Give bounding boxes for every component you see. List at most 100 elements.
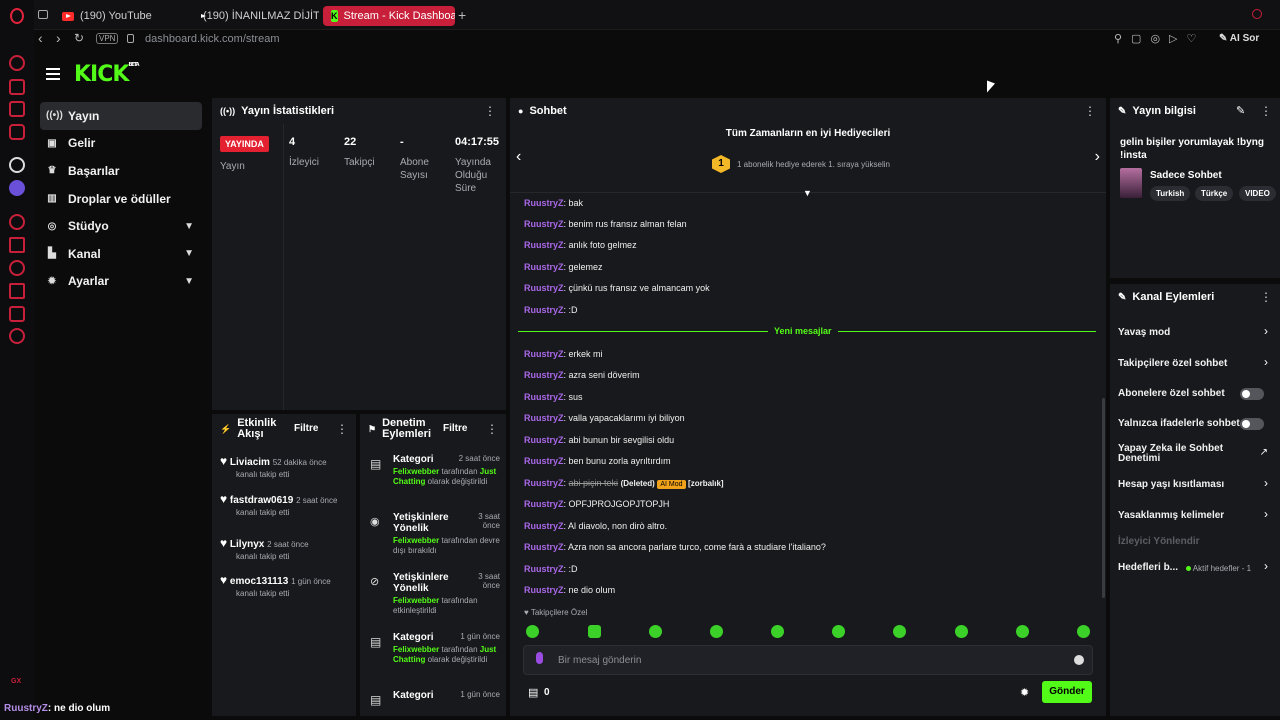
search-icon[interactable] <box>1252 9 1262 19</box>
more-options-icon[interactable]: ⋮ <box>1260 290 1272 304</box>
toolbar-icons[interactable]: ⚲▢◎▷♡ <box>1114 33 1206 45</box>
more-options-icon[interactable]: ⋮ <box>336 422 348 436</box>
chat-username[interactable]: RuustryZ <box>524 349 564 359</box>
microphone-icon[interactable] <box>536 652 543 664</box>
tab-youtube[interactable]: (190) YouTube <box>54 6 188 26</box>
workspace-icon[interactable] <box>38 10 48 19</box>
account-age-row[interactable]: Hesap yaşı kısıtlaması <box>1118 479 1224 490</box>
back-icon[interactable]: ‹ <box>38 30 43 46</box>
chat-username[interactable]: RuustryZ <box>524 564 564 574</box>
apps-icon[interactable] <box>9 237 25 253</box>
send-button[interactable]: Gönder <box>1042 681 1092 703</box>
chat-username[interactable]: RuustryZ <box>524 585 564 595</box>
emote-icon[interactable] <box>1016 625 1029 638</box>
kick-logo[interactable]: KICKBETA <box>74 62 140 87</box>
message-input-box[interactable]: Bir mesaj gönderin <box>523 645 1093 675</box>
chat-username[interactable]: RuustryZ <box>524 478 564 488</box>
new-tab-button[interactable]: + <box>458 7 467 23</box>
filter-button[interactable]: Filtre <box>443 423 468 434</box>
chat-username[interactable]: RuustryZ <box>524 305 564 315</box>
external-link-icon[interactable]: ↗ <box>1259 447 1268 458</box>
sidebar-item-droplar[interactable]: ▥ Droplar ve ödüller <box>40 185 202 213</box>
emote-icon[interactable] <box>649 625 662 638</box>
banned-words-row[interactable]: Yasaklanmış kelimeler <box>1118 510 1224 521</box>
reload-icon[interactable]: ↻ <box>74 31 85 45</box>
player-icon[interactable] <box>9 214 25 230</box>
sidebar-item-yayin[interactable]: ((•)) Yayın <box>40 102 202 130</box>
emote-icon[interactable] <box>526 625 539 638</box>
emote-icon[interactable] <box>588 625 601 638</box>
chat-username[interactable]: RuustryZ <box>524 413 564 423</box>
extension-icon[interactable] <box>9 180 25 196</box>
sidebar-item-studyo[interactable]: ◎ Stüdyo ▼ <box>40 212 202 240</box>
clock-icon[interactable] <box>9 260 25 276</box>
chat-username[interactable]: RuustryZ <box>524 392 564 402</box>
edit-icon[interactable]: ✎ <box>1236 105 1246 117</box>
emote-icon[interactable] <box>893 625 906 638</box>
chatgpt-icon[interactable] <box>9 157 25 173</box>
chevron-right-icon[interactable]: › <box>1264 355 1268 369</box>
tab-kick-dashboard[interactable]: K Stream - Kick Dashboard <box>323 6 455 26</box>
chat-scrollbar[interactable] <box>1102 398 1105 598</box>
emote-icon[interactable] <box>955 625 968 638</box>
slow-mode-row[interactable]: Yavaş mod <box>1118 327 1170 338</box>
chat-username[interactable]: RuustryZ <box>524 262 564 272</box>
download-icon[interactable] <box>9 283 25 299</box>
chat-username[interactable]: RuustryZ <box>524 456 564 466</box>
chat-username[interactable]: RuustryZ <box>524 370 564 380</box>
chat-username[interactable]: RuustryZ <box>524 435 564 445</box>
chat-username[interactable]: RuustryZ <box>524 499 564 509</box>
tag[interactable]: Türkçe <box>1195 186 1234 201</box>
more-options-icon[interactable]: ⋮ <box>484 104 496 118</box>
chevron-right-icon[interactable]: › <box>1264 559 1268 573</box>
chevron-right-icon[interactable]: › <box>1264 507 1268 521</box>
category-name[interactable]: Sadece Sohbet <box>1150 170 1222 181</box>
chevron-right-icon[interactable]: › <box>1264 324 1268 338</box>
tag[interactable]: Turkish <box>1150 186 1191 201</box>
chat-username[interactable]: RuustryZ <box>524 542 564 552</box>
prev-icon[interactable]: ‹ <box>516 148 522 165</box>
ai-moderation-row[interactable]: Yapay Zeka ile Sohbet Denetimi <box>1118 444 1238 464</box>
vpn-badge[interactable]: VPN <box>96 33 119 44</box>
menu-icon[interactable] <box>46 68 60 83</box>
twitch-icon[interactable] <box>9 101 25 117</box>
settings-rail-icon[interactable] <box>9 328 25 344</box>
tag[interactable]: VIDEO <box>1239 186 1276 201</box>
sidebar-item-gelir[interactable]: ▣ Gelir <box>40 130 202 158</box>
points-icon[interactable]: ▤ <box>528 687 539 699</box>
history-icon[interactable] <box>9 55 25 71</box>
chat-settings-icon[interactable]: ✹ <box>1020 687 1030 699</box>
chat-username[interactable]: RuustryZ <box>524 240 564 250</box>
sidebar-item-basarilar[interactable]: ♛ Başarılar <box>40 157 202 185</box>
emoji-icon[interactable] <box>1074 655 1084 665</box>
filter-button[interactable]: Filtre <box>294 423 319 434</box>
more-options-icon[interactable]: ⋮ <box>1260 104 1272 118</box>
bag-icon[interactable] <box>9 79 25 95</box>
more-options-icon[interactable]: ⋮ <box>1084 104 1096 118</box>
sidebar-item-kanal[interactable]: ▙ Kanal ▼ <box>40 240 202 268</box>
forward-icon[interactable]: › <box>56 30 61 46</box>
next-icon[interactable]: › <box>1094 148 1100 165</box>
subs-chat-toggle[interactable] <box>1240 388 1264 400</box>
chat-username[interactable]: RuustryZ <box>524 521 564 531</box>
followers-chat-row[interactable]: Takipçilere özel sohbet <box>1118 358 1227 369</box>
tab-youtube-2[interactable]: (190) İNANILMAZ DİJİTAL <box>189 6 319 26</box>
emote-icon[interactable] <box>832 625 845 638</box>
chat-username[interactable]: RuustryZ <box>524 219 564 229</box>
emote-icon[interactable] <box>1077 625 1090 638</box>
emotes-chat-toggle[interactable] <box>1240 418 1264 430</box>
ai-ask-button[interactable]: ✎ AI Sor <box>1219 33 1260 44</box>
emote-icon[interactable] <box>771 625 784 638</box>
opera-logo-icon[interactable] <box>10 8 24 24</box>
instagram-icon[interactable] <box>9 124 25 140</box>
emote-icon[interactable] <box>710 625 723 638</box>
chat-username[interactable]: RuustryZ <box>524 283 564 293</box>
chat-username[interactable]: RuustryZ <box>524 198 564 208</box>
more-options-icon[interactable]: ⋮ <box>486 422 498 436</box>
cube-icon[interactable] <box>9 306 25 322</box>
sidebar-item-ayarlar[interactable]: ✹ Ayarlar ▼ <box>40 268 202 296</box>
chevron-right-icon[interactable]: › <box>1264 476 1268 490</box>
pin-toggle-icon[interactable]: ▼ <box>803 188 812 198</box>
url-field[interactable]: dashboard.kick.com/stream <box>145 33 280 45</box>
goals-row[interactable]: Hedefleri b... <box>1118 562 1178 573</box>
